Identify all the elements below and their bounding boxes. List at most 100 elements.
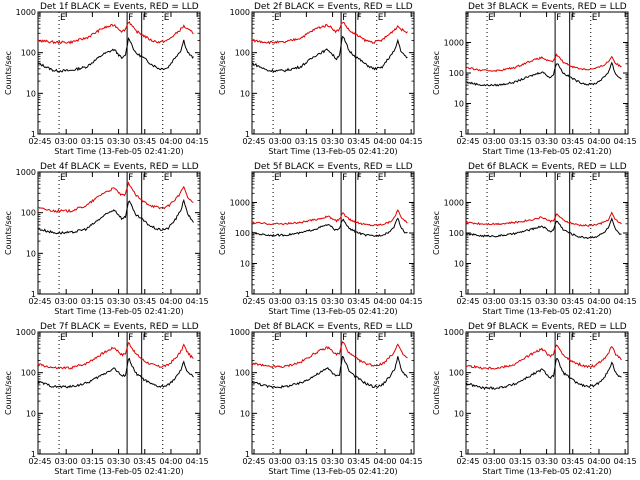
x-tick-label: 04:15 xyxy=(614,297,637,306)
x-tick-label: 03:45 xyxy=(561,457,584,466)
x-tick-label: 03:45 xyxy=(133,297,156,306)
y-tick-label: 1 xyxy=(245,290,250,299)
x-tick-label: 03:30 xyxy=(321,137,344,146)
y-axis-label: Counts/sec xyxy=(432,211,441,255)
panel-det-9f: Det 9f BLACK = Events, RED = LLD 1 10 100 10… xyxy=(432,322,637,476)
marker-label: F xyxy=(357,333,362,343)
marker-label: E xyxy=(274,333,280,343)
plot-frame xyxy=(465,11,629,135)
y-tick-label: 100 xyxy=(21,209,36,218)
marker-label: F xyxy=(357,173,362,183)
series-lld-line xyxy=(465,53,622,73)
x-tick-label: 04:15 xyxy=(614,137,637,146)
marker-label: E xyxy=(378,173,384,183)
y-tick-label: 1000 xyxy=(444,39,464,48)
y-tick-label: 1000 xyxy=(16,328,36,337)
x-tick-label: 04:00 xyxy=(587,297,610,306)
plot-frame xyxy=(251,171,415,295)
series-events-line xyxy=(465,61,622,87)
x-tick-label: 03:45 xyxy=(133,457,156,466)
marker-label: F xyxy=(143,333,148,343)
series-lld-line xyxy=(465,211,622,227)
x-tick-label: 02:45 xyxy=(28,297,51,306)
marker-label: F xyxy=(128,173,133,183)
x-tick-label: 04:15 xyxy=(400,297,423,306)
panel-det-8f: Det 8f BLACK = Events, RED = LLD 1 10 100 10… xyxy=(218,322,423,476)
marker-label: E xyxy=(488,13,494,23)
marker-label: E xyxy=(164,173,170,183)
plot-frame xyxy=(37,331,201,455)
y-tick-label: 100 xyxy=(235,49,250,58)
marker-label: F xyxy=(342,13,347,23)
x-axis-label: Start Time (13-Feb-05 02:41:20) xyxy=(54,307,183,316)
marker-label: E xyxy=(60,173,66,183)
series-events-line xyxy=(37,36,194,73)
x-tick-label: 03:30 xyxy=(107,137,130,146)
marker-label: E xyxy=(592,173,598,183)
y-tick-label: 1 xyxy=(245,130,250,139)
y-tick-label: 100 xyxy=(235,229,250,238)
marker-label: F xyxy=(556,333,561,343)
x-tick-label: 02:45 xyxy=(456,457,479,466)
panel-det-6f: Det 6f BLACK = Events, RED = LLD 1 10 100 10… xyxy=(432,162,637,316)
panel-title: Det 9f BLACK = Events, RED = LLD xyxy=(468,322,627,332)
y-axis-label: Counts/sec xyxy=(432,51,441,95)
x-tick-label: 03:00 xyxy=(269,457,292,466)
y-tick-label: 10 xyxy=(26,249,36,258)
y-tick-label: 100 xyxy=(449,369,464,378)
x-tick-label: 04:00 xyxy=(159,297,182,306)
x-tick-label: 03:30 xyxy=(535,137,558,146)
marker-label: F xyxy=(342,333,347,343)
x-tick-label: 03:15 xyxy=(81,457,104,466)
marker-label: F xyxy=(556,13,561,23)
x-tick-label: 04:15 xyxy=(186,137,209,146)
series-lld-line xyxy=(251,209,408,227)
x-tick-label: 04:15 xyxy=(400,457,423,466)
series-lld-line xyxy=(465,344,622,370)
marker-label: E xyxy=(164,13,170,23)
y-tick-label: 1 xyxy=(459,130,464,139)
marker-label: E xyxy=(164,333,170,343)
x-tick-label: 03:15 xyxy=(295,457,318,466)
marker-label: E xyxy=(378,333,384,343)
x-tick-label: 02:45 xyxy=(456,137,479,146)
x-tick-label: 03:45 xyxy=(347,297,370,306)
x-axis-label: Start Time (13-Feb-05 02:41:20) xyxy=(268,467,397,476)
x-tick-label: 03:45 xyxy=(561,137,584,146)
x-tick-label: 03:15 xyxy=(295,297,318,306)
x-axis-label: Start Time (13-Feb-05 02:41:20) xyxy=(268,147,397,156)
x-tick-label: 03:45 xyxy=(347,137,370,146)
series-events-line xyxy=(251,217,408,238)
panel-det-7f: Det 7f BLACK = Events, RED = LLD 1 10 100 10… xyxy=(4,322,209,476)
plot-frame xyxy=(465,331,629,455)
y-axis-label: Counts/sec xyxy=(218,51,227,95)
y-tick-label: 1000 xyxy=(16,168,36,177)
y-tick-label: 10 xyxy=(454,409,464,418)
x-tick-label: 03:30 xyxy=(535,457,558,466)
x-tick-label: 02:45 xyxy=(242,297,265,306)
marker-label: E xyxy=(592,333,598,343)
marker-label: F xyxy=(143,13,148,23)
x-tick-label: 03:15 xyxy=(509,457,532,466)
panel-title: Det 2f BLACK = Events, RED = LLD xyxy=(254,2,413,12)
series-events-line xyxy=(37,198,194,235)
marker-label: F xyxy=(357,13,362,23)
x-tick-label: 03:00 xyxy=(269,137,292,146)
marker-label: F xyxy=(571,173,576,183)
marker-label: E xyxy=(488,333,494,343)
panel-title: Det 4f BLACK = Events, RED = LLD xyxy=(40,162,199,172)
marker-label: E xyxy=(60,333,66,343)
series-events-line xyxy=(465,358,622,391)
marker-label: E xyxy=(592,13,598,23)
marker-label: E xyxy=(274,173,280,183)
marker-label: E xyxy=(378,13,384,23)
panel-det-4f: Det 4f BLACK = Events, RED = LLD 1 10 100 10… xyxy=(4,162,209,316)
panel-title: Det 7f BLACK = Events, RED = LLD xyxy=(40,322,199,332)
x-tick-label: 03:45 xyxy=(347,457,370,466)
series-lld-line xyxy=(37,181,194,213)
x-axis-label: Start Time (13-Feb-05 02:41:20) xyxy=(268,307,397,316)
y-tick-label: 100 xyxy=(21,369,36,378)
x-tick-label: 03:15 xyxy=(509,297,532,306)
y-tick-label: 100 xyxy=(449,69,464,78)
